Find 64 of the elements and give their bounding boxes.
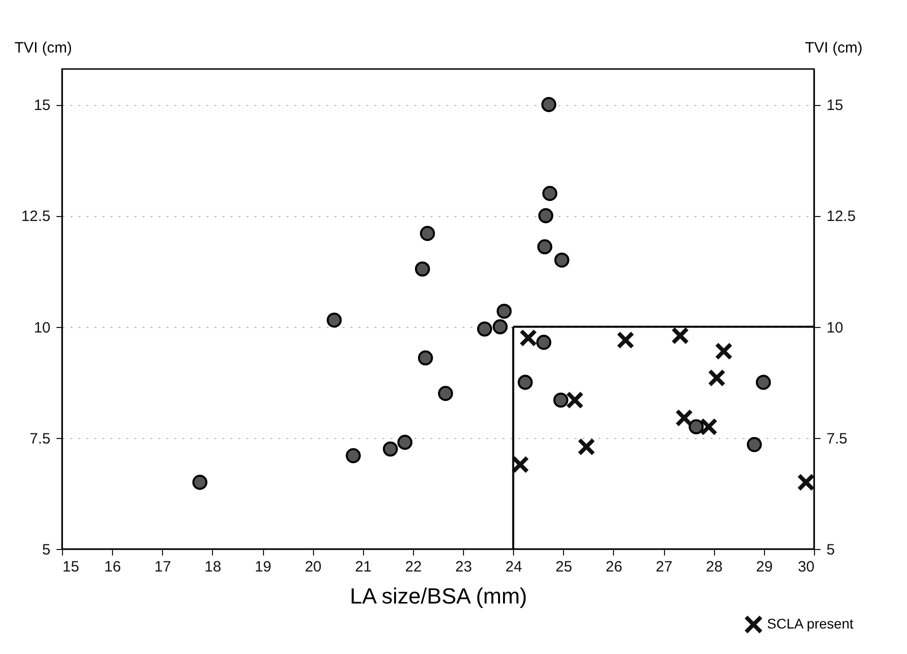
point bbox=[566, 391, 584, 410]
point bbox=[797, 473, 815, 492]
x-tick-label: 16 bbox=[104, 558, 121, 576]
point bbox=[397, 434, 412, 450]
y-tick-label: 12.5 bbox=[21, 208, 50, 226]
point bbox=[382, 441, 398, 457]
point bbox=[438, 386, 454, 401]
point bbox=[420, 226, 435, 241]
point bbox=[578, 438, 596, 456]
point bbox=[519, 328, 538, 347]
y-tick-label: 10 bbox=[34, 319, 50, 336]
x-tick-label: 15 bbox=[62, 558, 80, 576]
point bbox=[541, 97, 556, 112]
legend-label: SCLA present bbox=[767, 616, 854, 632]
point bbox=[714, 342, 733, 360]
point bbox=[688, 419, 704, 434]
point bbox=[616, 331, 634, 350]
x-axis-title: LA size/BSA (mm) bbox=[350, 584, 528, 608]
point bbox=[536, 334, 552, 350]
x-tick-label: 26 bbox=[606, 558, 622, 576]
point bbox=[346, 448, 361, 464]
y2-tick-label: 5 bbox=[826, 542, 835, 558]
point bbox=[675, 408, 694, 427]
point bbox=[671, 326, 690, 345]
point bbox=[700, 418, 718, 436]
point bbox=[414, 261, 430, 277]
x-tick-label: 21 bbox=[354, 558, 372, 576]
point bbox=[518, 374, 533, 390]
point bbox=[492, 319, 508, 334]
x-tick-label: 20 bbox=[304, 558, 322, 576]
point bbox=[756, 374, 771, 390]
x-tick-label: 18 bbox=[204, 558, 222, 576]
point bbox=[192, 474, 208, 490]
y2-tick-label: 12.5 bbox=[826, 208, 856, 226]
point bbox=[326, 312, 342, 328]
y-tick-label: 7.5 bbox=[30, 430, 50, 448]
x-tick-label: 22 bbox=[405, 558, 422, 576]
y2-tick-label: 7.5 bbox=[826, 430, 848, 448]
point bbox=[746, 437, 762, 452]
point bbox=[538, 208, 554, 224]
y-tick-label: 15 bbox=[34, 97, 50, 114]
point bbox=[477, 321, 492, 337]
point bbox=[542, 186, 558, 201]
x-tick-label: 17 bbox=[154, 558, 172, 576]
point bbox=[418, 350, 433, 366]
point bbox=[511, 456, 530, 474]
x-tick-label: 19 bbox=[254, 558, 272, 576]
point bbox=[708, 368, 726, 387]
x-tick-label: 24 bbox=[505, 558, 522, 576]
x-tick-label: 23 bbox=[455, 558, 472, 576]
x-tick-label: 30 bbox=[798, 558, 814, 576]
point bbox=[496, 304, 512, 319]
x-tick-label: 25 bbox=[555, 558, 572, 576]
point bbox=[554, 252, 570, 268]
x-tick-label: 27 bbox=[656, 558, 672, 576]
y2-tick-label: 15 bbox=[826, 97, 844, 114]
point bbox=[537, 239, 552, 254]
y-tick-label: 5 bbox=[42, 542, 50, 558]
y2-axis-title: TVI (cm) bbox=[805, 40, 862, 56]
x-tick-label: 29 bbox=[756, 558, 773, 576]
y2-tick-label: 10 bbox=[826, 319, 844, 336]
x-tick-label: 28 bbox=[706, 558, 723, 576]
y-axis-title: TVI (cm) bbox=[14, 40, 72, 56]
point bbox=[553, 392, 568, 408]
